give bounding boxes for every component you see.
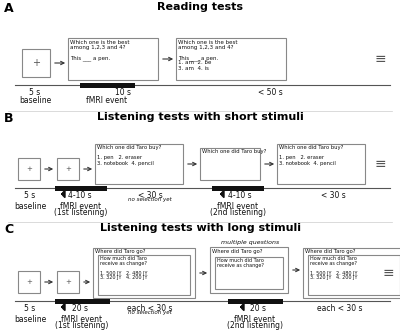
Text: How much did Taro: How much did Taro: [217, 258, 264, 263]
Text: 1. 500 JY   2. 480 JY: 1. 500 JY 2. 480 JY: [100, 271, 148, 276]
Text: baseline: baseline: [14, 202, 46, 211]
Text: fMRI event: fMRI event: [234, 315, 276, 324]
Text: multiple questions: multiple questions: [221, 240, 279, 245]
Text: 5 s: 5 s: [24, 191, 36, 200]
Text: (1st listening): (1st listening): [55, 321, 109, 330]
Bar: [240, 306, 242, 308]
Text: ≡: ≡: [374, 52, 386, 66]
Bar: [80, 83, 135, 88]
Text: Which one is the best: Which one is the best: [178, 40, 238, 45]
Bar: [61, 306, 62, 308]
Bar: [18, 271, 40, 293]
Text: receive as change?: receive as change?: [217, 263, 264, 268]
Polygon shape: [62, 303, 65, 311]
Text: 1. pen   2. eraser: 1. pen 2. eraser: [97, 156, 142, 161]
Bar: [57, 158, 79, 180]
Text: Which one did Taro buy?: Which one did Taro buy?: [279, 146, 343, 151]
Text: 3. am  4. is: 3. am 4. is: [178, 66, 209, 71]
Bar: [55, 185, 107, 190]
Text: 3. 320 JY   4. 200 JY: 3. 320 JY 4. 200 JY: [310, 275, 358, 280]
Text: Listening tests with long stimuli: Listening tests with long stimuli: [100, 223, 300, 233]
Text: +: +: [65, 279, 71, 285]
Bar: [98, 255, 190, 295]
Text: Which one did Taro buy?: Which one did Taro buy?: [202, 150, 266, 155]
Text: 4-10 s: 4-10 s: [68, 191, 92, 200]
Bar: [22, 49, 50, 77]
Text: baseline: baseline: [14, 315, 46, 324]
Bar: [308, 255, 400, 295]
Text: < 30 s: < 30 s: [321, 191, 345, 200]
Text: ≡: ≡: [374, 157, 386, 171]
Bar: [176, 38, 286, 80]
Text: Where did Taro go?: Where did Taro go?: [305, 249, 356, 254]
Text: 4-10 s: 4-10 s: [228, 191, 252, 200]
Text: fMRI event: fMRI event: [60, 202, 102, 211]
Bar: [228, 298, 283, 303]
Text: fMRI event: fMRI event: [218, 202, 258, 211]
Text: each < 30 s: each < 30 s: [127, 304, 173, 313]
Bar: [220, 193, 222, 195]
Polygon shape: [62, 190, 65, 197]
Text: +: +: [32, 58, 40, 68]
Bar: [277, 144, 365, 184]
Polygon shape: [242, 303, 244, 311]
Bar: [215, 257, 283, 289]
Text: 20 s: 20 s: [72, 304, 88, 313]
Text: Listening tests with short stimuli: Listening tests with short stimuli: [97, 112, 303, 122]
Text: 5 s: 5 s: [24, 304, 36, 313]
Text: This ___ a pen.: This ___ a pen.: [70, 55, 110, 61]
Text: This ___ a pen.: This ___ a pen.: [178, 55, 218, 61]
Text: among 1,2,3 and 4?: among 1,2,3 and 4?: [70, 45, 126, 50]
Text: no selection yet: no selection yet: [128, 310, 172, 315]
Text: A: A: [4, 2, 14, 15]
Text: 3. notebook  4. pencil: 3. notebook 4. pencil: [97, 161, 154, 166]
Text: +: +: [65, 166, 71, 172]
Text: 3. notebook  4. pencil: 3. notebook 4. pencil: [279, 161, 336, 166]
Text: receive as change?: receive as change?: [310, 261, 357, 266]
Text: C: C: [4, 223, 13, 236]
Text: 1. pen   2. eraser: 1. pen 2. eraser: [279, 156, 324, 161]
Bar: [303, 248, 400, 298]
Text: Which one did Taro buy?: Which one did Taro buy?: [97, 146, 161, 151]
Text: < 30 s: < 30 s: [138, 191, 162, 200]
Text: Where did Taro go?: Where did Taro go?: [212, 248, 262, 253]
Text: (1st listening): (1st listening): [54, 208, 108, 217]
Text: < 50 s: < 50 s: [258, 88, 282, 97]
Text: (2nd listening): (2nd listening): [227, 321, 283, 330]
Text: each < 30 s: each < 30 s: [317, 304, 363, 313]
Text: Which one is the best: Which one is the best: [70, 40, 130, 45]
Text: 20 s: 20 s: [250, 304, 266, 313]
Bar: [61, 193, 62, 195]
Bar: [57, 271, 79, 293]
Text: 3. 320 JY   4. 200 JY: 3. 320 JY 4. 200 JY: [100, 275, 148, 280]
Text: B: B: [4, 112, 14, 125]
Text: no selection yet: no selection yet: [128, 197, 172, 202]
Bar: [95, 144, 183, 184]
Bar: [212, 185, 264, 190]
Text: receive as change?: receive as change?: [100, 261, 147, 266]
Bar: [210, 247, 288, 293]
Bar: [93, 248, 195, 298]
Text: 1. 500 JY   2. 480 JY: 1. 500 JY 2. 480 JY: [310, 271, 358, 276]
Text: Where did Taro go?: Where did Taro go?: [95, 249, 146, 254]
Text: 5 s: 5 s: [29, 88, 41, 97]
Text: Reading tests: Reading tests: [157, 2, 243, 12]
Text: +: +: [26, 279, 32, 285]
Text: among 1,2,3 and 4?: among 1,2,3 and 4?: [178, 45, 234, 50]
Text: fMRI event: fMRI event: [62, 315, 102, 324]
Bar: [55, 298, 110, 303]
Text: +: +: [26, 166, 32, 172]
Text: baseline: baseline: [19, 96, 51, 105]
Text: (2nd listening): (2nd listening): [210, 208, 266, 217]
Text: 1. am  2. be: 1. am 2. be: [178, 60, 211, 65]
Bar: [68, 38, 158, 80]
Text: ≡: ≡: [382, 266, 394, 280]
Text: How much did Taro: How much did Taro: [100, 256, 147, 261]
Bar: [18, 158, 40, 180]
Text: fMRI event: fMRI event: [86, 96, 128, 105]
Bar: [200, 148, 260, 180]
Text: How much did Taro: How much did Taro: [310, 256, 357, 261]
Polygon shape: [222, 190, 224, 197]
Text: 10 s: 10 s: [115, 88, 131, 97]
